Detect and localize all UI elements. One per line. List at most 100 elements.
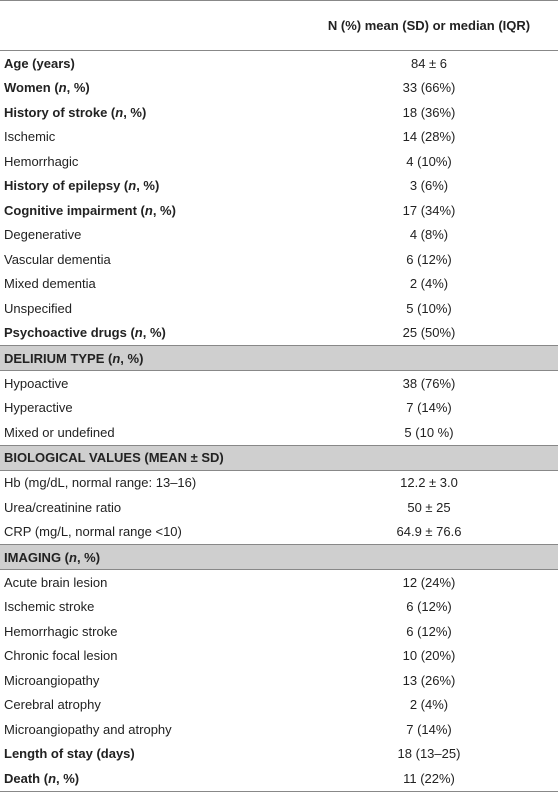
row-label: Hemorrhagic stroke [0,619,300,644]
row-label: Hypoactive [0,371,300,396]
row-value: 84 ± 6 [410,55,448,71]
label-text: IMAGING ( [4,549,69,565]
row-value: 3 (6%) [409,178,449,194]
label-text: Age (years) [4,55,75,71]
row-value: 50 ± 25 [407,499,451,515]
italic-text: n [115,104,124,120]
label-text: Hb (mg/dL, normal range: 13–16) [4,475,197,491]
table-row: Chronic focal lesion 10 (20%) [0,644,558,669]
row-value: 6 (12%) [406,599,452,615]
row-value: 7 (14%) [406,400,452,416]
label-text: Microangiopathy and atrophy [4,721,172,737]
section-row: BIOLOGICAL VALUES (MEAN ± SD) [0,444,558,471]
table-row: Hypoactive 38 (76%) [0,371,558,396]
label-text: , %) [66,80,90,96]
label-text: History of stroke ( [4,104,116,120]
row-value: 7 (14%) [406,721,452,737]
row-label: Mixed dementia [0,272,300,297]
row-value: 17 (34%) [402,202,456,218]
row-value: 12 (24%) [402,574,456,590]
row-value: 25 (50%) [402,325,456,341]
row-label: Hemorrhagic [0,149,300,174]
label-text: Hypoactive [4,375,69,391]
label-text: Ischemic [4,129,56,145]
section-row: IMAGING (n, %) [0,544,558,570]
table-row: Microangiopathy 13 (26%) [0,668,558,693]
table-row: Hemorrhagic 4 (10%) [0,149,558,174]
label-text: Length of stay (days) [4,746,135,762]
label-text: Chronic focal lesion [4,648,118,664]
label-text: Hyperactive [4,400,73,416]
label-text: , %) [76,549,101,565]
label-text: , %) [123,104,147,120]
label-text: Cognitive impairment ( [4,202,145,218]
italic-text: n [112,350,121,366]
label-text: , %) [136,178,160,194]
table-row: Urea/creatinine ratio 50 ± 25 [0,495,558,520]
row-label: History of stroke (n, %) [0,100,300,125]
table-row: Cerebral atrophy 2 (4%) [0,693,558,718]
italic-text: n [144,202,153,218]
row-label: IMAGING (n, %) [0,544,558,570]
table-row: Mixed dementia 2 (4%) [0,272,558,297]
label-text: Hemorrhagic [4,153,79,169]
table-row: Length of stay (days) 18 (13–25) [0,742,558,767]
row-value: 4 (8%) [409,227,449,243]
label-text: Mixed dementia [4,276,96,292]
header-blank [0,0,300,51]
row-label: Women (n, %) [0,76,300,101]
row-label: Age (years) [0,51,300,76]
italic-text: n [58,80,67,96]
row-label: Acute brain lesion [0,570,300,595]
table-row: Age (years) 84 ± 6 [0,51,558,76]
label-text: Cerebral atrophy [4,697,101,713]
row-label: Urea/creatinine ratio [0,495,300,520]
row-label: Degenerative [0,223,300,248]
table-row: Ischemic 14 (28%) [0,125,558,150]
label-text: Mixed or undefined [4,424,115,440]
row-label: Unspecified [0,296,300,321]
row-value: 38 (76%) [402,375,456,391]
row-label: Microangiopathy [0,668,300,693]
label-text: Ischemic stroke [4,599,95,615]
label-text: , %) [152,202,176,218]
row-value: 2 (4%) [409,276,449,292]
table-row: CRP (mg/L, normal range <10) 64.9 ± 76.6 [0,520,558,545]
header-cell: N (%) mean (SD) or median (IQR) [300,0,558,51]
italic-text: n [69,549,77,565]
label-text: Women ( [4,80,59,96]
row-value: 12.2 ± 3.0 [400,475,458,491]
table-row: Mixed or undefined 5 (10 %) [0,420,558,445]
row-label: Microangiopathy and atrophy [0,717,300,742]
table-body: Age (years) 84 ± 6 Women (n, %) 33 (66%) His… [0,51,558,792]
row-label: Hb (mg/dL, normal range: 13–16) [0,470,300,495]
row-value: 13 (26%) [402,672,456,688]
row-value: 14 (28%) [402,129,456,145]
table-row: History of stroke (n, %) 18 (36%) [0,100,558,125]
row-label: Death (n, %) [0,766,300,792]
label-text: Urea/creatinine ratio [4,499,122,515]
table-row: Acute brain lesion 12 (24%) [0,570,558,595]
label-text: DELIRIUM TYPE ( [4,350,113,366]
label-text: BIOLOGICAL VALUES (MEAN ± SD) [4,450,224,465]
row-value: 33 (66%) [402,80,456,96]
row-value: 2 (4%) [409,697,449,713]
row-value: 4 (10%) [406,153,452,169]
table-row: Microangiopathy and atrophy 7 (14%) [0,717,558,742]
row-label: Vascular dementia [0,247,300,272]
row-label: CRP (mg/L, normal range <10) [0,520,300,545]
row-label: Cerebral atrophy [0,693,300,718]
italic-text: n [48,770,57,786]
label-text: Unspecified [4,300,72,316]
label-text: Degenerative [4,227,82,243]
table-row: Psychoactive drugs (n, %) 25 (50%) [0,321,558,346]
row-value: 5 (10 %) [404,424,454,440]
label-text: , %) [56,770,80,786]
row-label: Ischemic stroke [0,595,300,620]
table-row: Hemorrhagic stroke 6 (12%) [0,619,558,644]
table-row: Unspecified 5 (10%) [0,296,558,321]
row-value: 11 (22%) [300,766,558,792]
row-label: Mixed or undefined [0,420,300,445]
